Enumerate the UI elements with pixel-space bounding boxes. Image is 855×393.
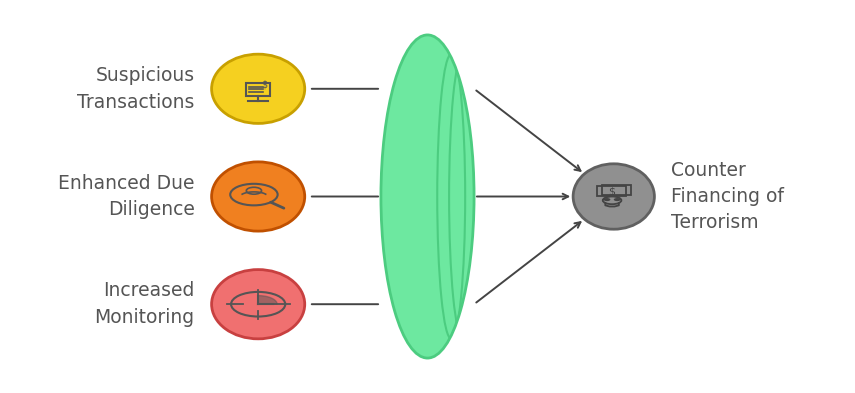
Polygon shape <box>258 296 277 304</box>
Circle shape <box>604 198 610 201</box>
Ellipse shape <box>211 162 304 231</box>
Ellipse shape <box>573 164 654 229</box>
Text: $: $ <box>261 79 267 89</box>
Ellipse shape <box>381 35 474 358</box>
Text: Counter
Financing of
Terrorism: Counter Financing of Terrorism <box>671 160 784 233</box>
Ellipse shape <box>211 54 304 123</box>
Ellipse shape <box>211 270 304 339</box>
Circle shape <box>614 198 621 201</box>
Text: Increased
Monitoring: Increased Monitoring <box>95 281 195 327</box>
Text: Enhanced Due
Diligence: Enhanced Due Diligence <box>58 174 195 219</box>
Text: Suspicious
Transactions: Suspicious Transactions <box>77 66 195 112</box>
Text: $: $ <box>608 187 615 197</box>
